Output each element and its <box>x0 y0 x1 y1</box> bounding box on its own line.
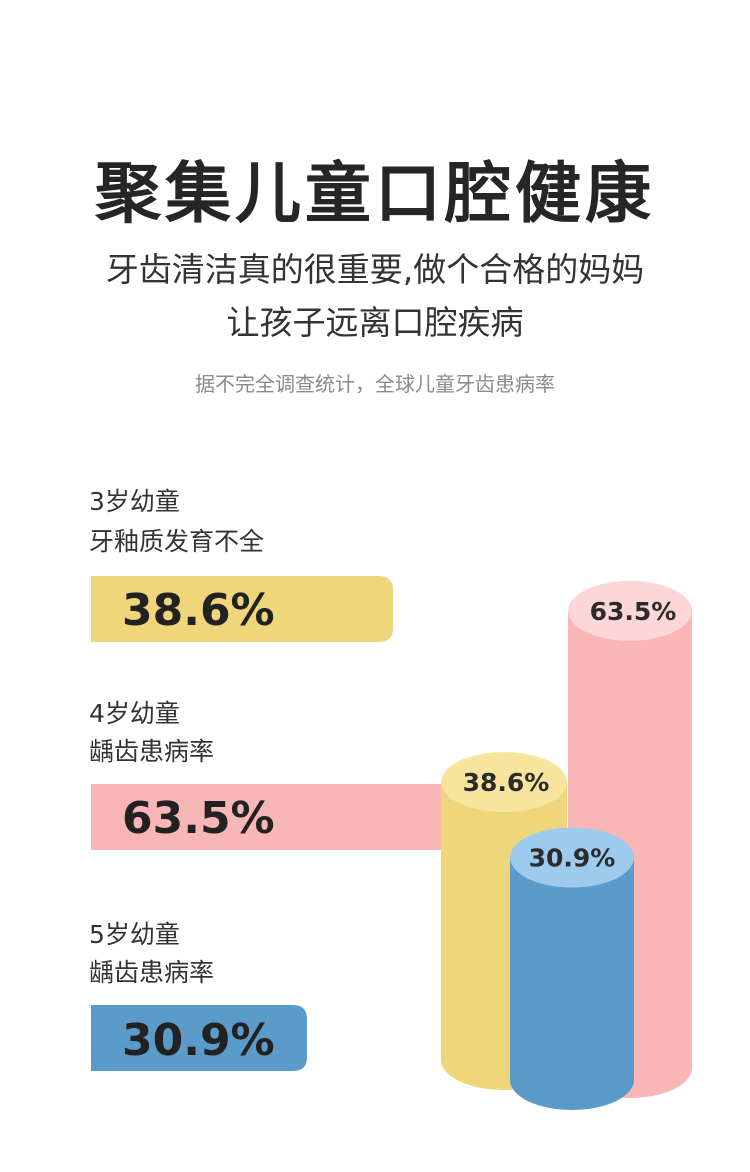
bar-value-38-6: 38.6% <box>122 585 275 636</box>
subtitle-line-2: 让孩子远离口腔疾病 <box>226 303 524 342</box>
bar-30-9 <box>91 1005 307 1071</box>
item-3-desc-label: 龋齿患病率 <box>89 958 215 987</box>
bar-value-63-5: 63.5% <box>122 793 275 844</box>
bar-38-6 <box>91 576 393 642</box>
item-2-desc-label: 龋齿患病率 <box>89 737 215 766</box>
bar-value-30-9: 30.9% <box>122 1015 275 1066</box>
page-title: 聚集儿童口腔健康 <box>95 155 655 232</box>
item-1-desc-label: 牙釉质发育不全 <box>89 527 265 556</box>
subtitle-line-1: 牙齿清洁真的很重要,做个合格的妈妈 <box>105 250 645 289</box>
item-3-age-label: 5岁幼童 <box>89 920 180 949</box>
item-2-age-label: 4岁幼童 <box>89 699 180 728</box>
item-1-age-label: 3岁幼童 <box>89 487 180 516</box>
cylinder-label-30-9: 30.9% <box>529 844 616 873</box>
statistics-note: 据不完全调查统计，全球儿童牙齿患病率 <box>195 372 555 396</box>
cylinder-label-38-6: 38.6% <box>463 768 550 797</box>
bar-63-5 <box>91 784 471 850</box>
cylinder-label-63-5: 63.5% <box>590 597 677 626</box>
cylinder-30-9 <box>510 827 634 1110</box>
